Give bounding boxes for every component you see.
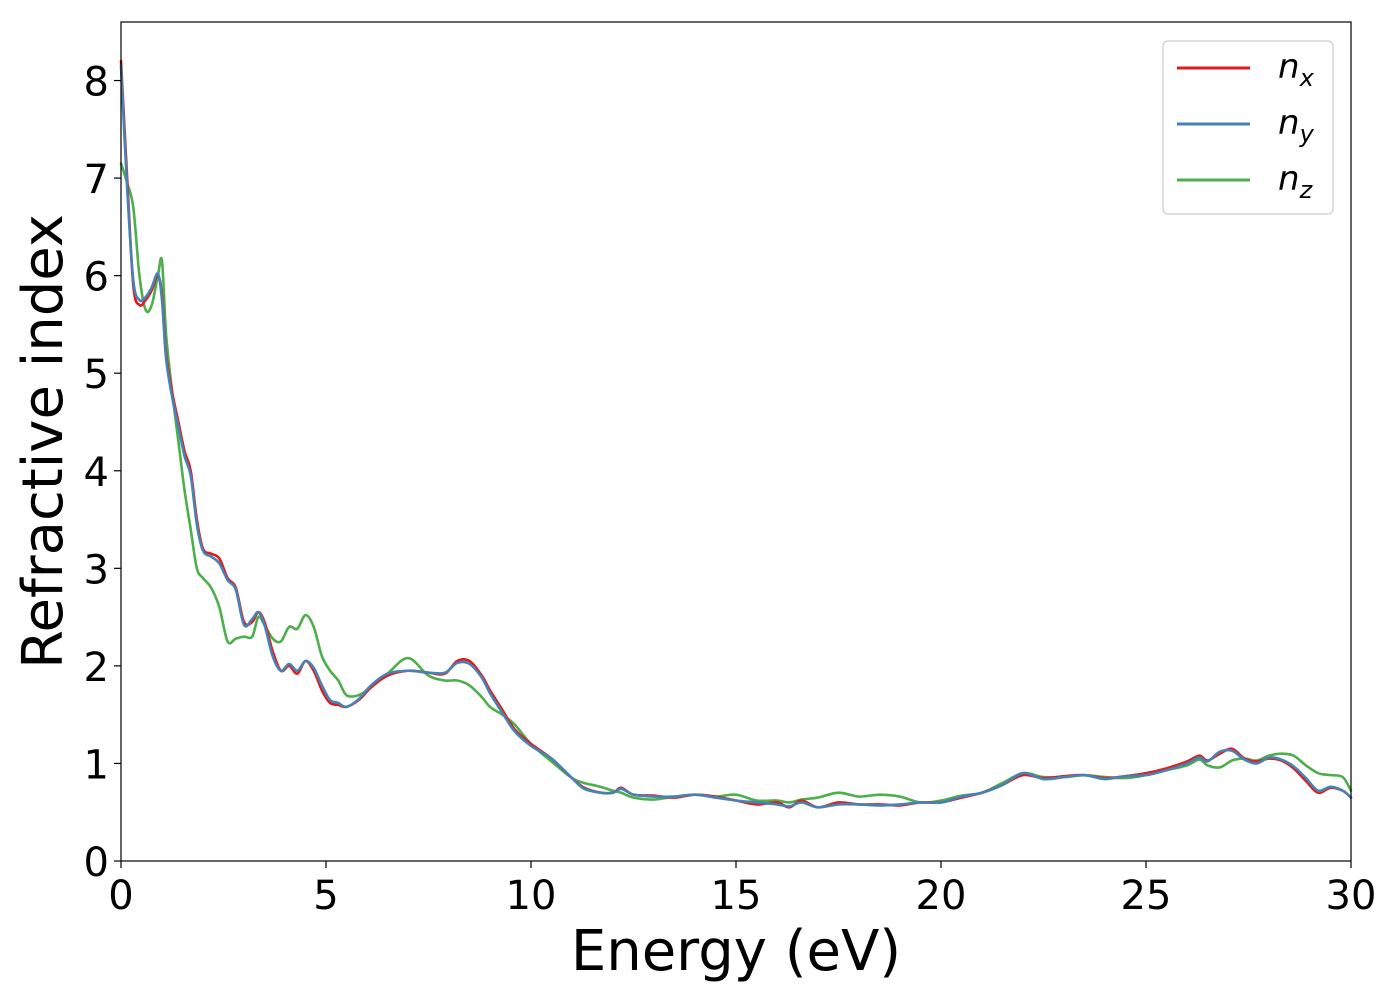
legend-box <box>1162 40 1334 215</box>
x-tick-label: 0 <box>108 873 133 919</box>
series-line-z <box>119 162 1353 804</box>
x-tick-label: 25 <box>1121 873 1172 919</box>
y-tick-label: 7 <box>84 157 109 203</box>
y-tick-label: 0 <box>84 840 109 886</box>
x-axis-label: Energy (eV) <box>571 919 901 984</box>
legend-label-subscript: z <box>1299 176 1314 204</box>
x-tick-label: 30 <box>1326 873 1377 919</box>
tick-layer: 0 5 10 15 20 25 30 0 1 2 3 4 5 6 7 8 <box>84 60 1377 919</box>
y-tick-label: 4 <box>84 450 109 496</box>
legend-label-subscript: y <box>1299 120 1315 148</box>
x-tick-label: 10 <box>506 873 557 919</box>
x-tick-label: 20 <box>916 873 967 919</box>
x-tick-label: 5 <box>313 873 338 919</box>
y-axis-label: Refractive index <box>11 214 76 669</box>
y-tick-label: 5 <box>84 352 109 398</box>
series-layer <box>119 59 1353 809</box>
y-tick-label: 6 <box>84 255 109 301</box>
legend-label-y: ny <box>1278 103 1315 148</box>
y-tick-label: 1 <box>84 742 109 788</box>
plot-frame <box>120 21 1352 862</box>
y-tick-label: 3 <box>84 547 109 593</box>
y-tick-label: 8 <box>84 60 109 106</box>
y-tick-label: 2 <box>84 645 109 691</box>
series-line-y <box>119 64 1353 809</box>
x-tick-label: 15 <box>711 873 762 919</box>
legend-label-subscript: x <box>1299 64 1315 92</box>
